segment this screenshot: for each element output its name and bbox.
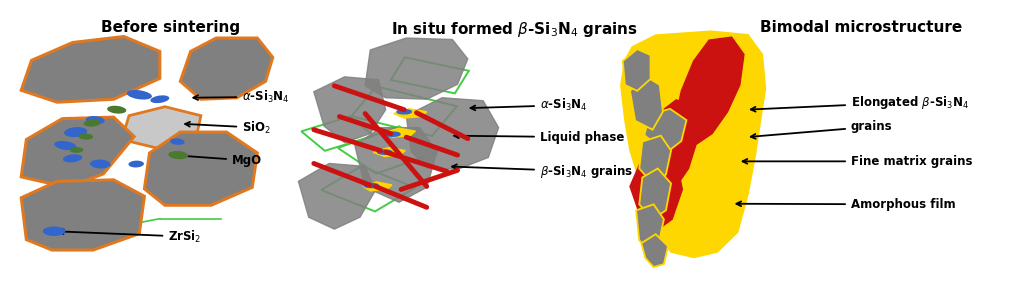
Ellipse shape xyxy=(54,141,76,150)
Text: grains: grains xyxy=(750,120,892,139)
Ellipse shape xyxy=(79,134,94,140)
Ellipse shape xyxy=(83,120,101,127)
Text: $\beta$-Si$_3$N$_4$ grains: $\beta$-Si$_3$N$_4$ grains xyxy=(452,163,633,180)
Circle shape xyxy=(397,110,411,114)
Polygon shape xyxy=(630,76,663,130)
Polygon shape xyxy=(630,151,683,231)
Text: In situ formed $\beta$-Si$_3$N$_4$ grains: In situ formed $\beta$-Si$_3$N$_4$ grain… xyxy=(391,20,637,39)
Polygon shape xyxy=(636,204,664,249)
Text: Amorphous film: Amorphous film xyxy=(736,198,955,211)
Polygon shape xyxy=(645,109,687,153)
Ellipse shape xyxy=(64,127,87,137)
Polygon shape xyxy=(394,109,427,118)
Polygon shape xyxy=(650,100,699,186)
Polygon shape xyxy=(639,136,671,183)
Text: $\alpha$-Si$_3$N$_4$: $\alpha$-Si$_3$N$_4$ xyxy=(471,97,587,113)
Polygon shape xyxy=(22,117,134,187)
Polygon shape xyxy=(383,128,415,137)
Circle shape xyxy=(386,132,400,136)
Ellipse shape xyxy=(107,106,126,114)
Text: Before sintering: Before sintering xyxy=(101,20,240,35)
Polygon shape xyxy=(639,169,671,219)
Ellipse shape xyxy=(63,154,82,163)
Ellipse shape xyxy=(43,226,66,236)
Polygon shape xyxy=(676,37,744,144)
Text: ZrSi$_2$: ZrSi$_2$ xyxy=(59,229,201,244)
Polygon shape xyxy=(623,49,651,91)
Polygon shape xyxy=(365,38,468,99)
Ellipse shape xyxy=(150,95,170,103)
Polygon shape xyxy=(298,164,375,229)
Circle shape xyxy=(377,150,392,154)
Polygon shape xyxy=(363,182,392,191)
Ellipse shape xyxy=(70,147,83,153)
Text: SiO$_2$: SiO$_2$ xyxy=(185,120,271,136)
Text: Liquid phase: Liquid phase xyxy=(454,131,624,144)
Polygon shape xyxy=(373,148,405,157)
Polygon shape xyxy=(22,37,159,102)
Polygon shape xyxy=(355,128,437,202)
Ellipse shape xyxy=(85,116,105,124)
Text: MgO: MgO xyxy=(177,153,262,167)
Ellipse shape xyxy=(128,160,144,167)
Ellipse shape xyxy=(90,160,111,169)
Polygon shape xyxy=(621,31,766,257)
Polygon shape xyxy=(314,77,386,142)
Text: $\alpha$-Si$_3$N$_4$: $\alpha$-Si$_3$N$_4$ xyxy=(193,89,290,105)
Polygon shape xyxy=(122,107,200,150)
Text: Elongated $\beta$-Si$_3$N$_4$: Elongated $\beta$-Si$_3$N$_4$ xyxy=(750,94,969,112)
Polygon shape xyxy=(406,98,499,169)
Ellipse shape xyxy=(169,151,188,159)
Polygon shape xyxy=(180,38,272,99)
Ellipse shape xyxy=(126,90,152,100)
Polygon shape xyxy=(22,180,144,250)
Polygon shape xyxy=(144,132,257,205)
Text: Bimodal microstructure: Bimodal microstructure xyxy=(760,20,962,35)
Circle shape xyxy=(364,183,378,188)
Ellipse shape xyxy=(170,138,185,145)
Text: Fine matrix grains: Fine matrix grains xyxy=(742,155,972,168)
Polygon shape xyxy=(641,234,668,267)
